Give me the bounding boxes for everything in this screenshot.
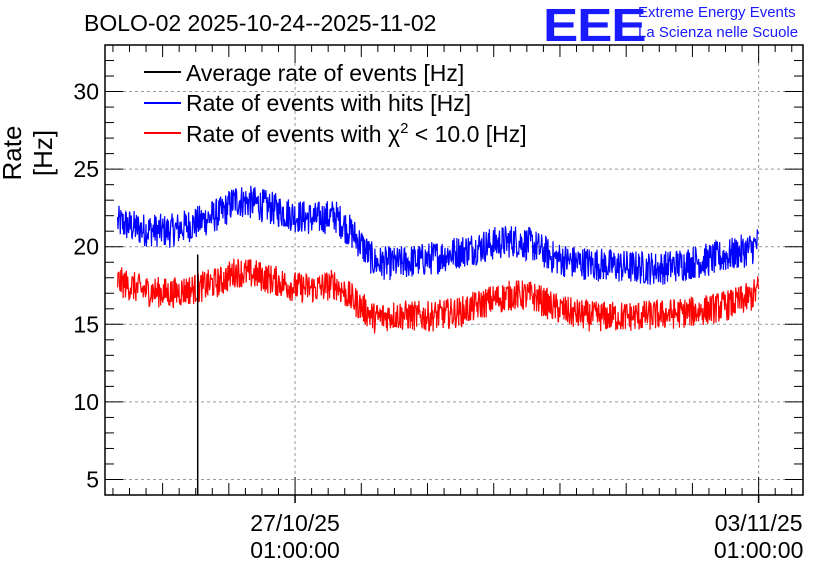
y-tick-label: 30 — [73, 79, 99, 105]
y-tick-label: 5 — [86, 466, 99, 492]
legend-chi2-sup: 2 — [400, 120, 408, 137]
legend: Average rate of events [Hz] Rate of even… — [144, 60, 527, 147]
series-line-hits — [117, 185, 760, 285]
logo-caption-line2: La Scienza nelle Scuole — [638, 24, 799, 41]
eee-logo: EEE — [543, 0, 647, 51]
legend-chi2-suffix: < 10.0 [Hz] — [408, 121, 526, 147]
x-tick-date: 27/10/25 — [250, 510, 340, 536]
chart-title: BOLO-02 2025-10-24--2025-11-02 — [84, 10, 437, 36]
y-tick-label: 20 — [73, 234, 99, 260]
series-layer — [117, 185, 760, 495]
legend-label-hits: Rate of events with hits [Hz] — [186, 90, 471, 116]
plot-frame — [104, 44, 804, 496]
y-tick-label: 10 — [73, 389, 99, 415]
tick-labels: 5101520253027/10/2501:00:0003/11/2501:00… — [73, 79, 803, 563]
x-tick-date: 03/11/25 — [715, 510, 803, 536]
legend-chi2-prefix: Rate of events with — [186, 121, 388, 147]
x-tick-time: 01:00:00 — [250, 537, 340, 563]
y-axis-label: Rate [Hz] — [0, 125, 58, 181]
y-tick-label: 15 — [73, 311, 99, 337]
y-tick-label: 25 — [73, 156, 99, 182]
legend-label-average: Average rate of events [Hz] — [186, 60, 464, 86]
logo-caption: Extreme Energy Events La Scienza nelle S… — [638, 3, 798, 43]
axes — [104, 44, 804, 503]
legend-label-chi2: Rate of events with χ2 < 10.0 [Hz] — [186, 120, 527, 147]
x-tick-time: 01:00:00 — [714, 537, 804, 563]
series-line-chi2 — [117, 258, 760, 334]
logo-caption-line1: Extreme Energy Events — [638, 4, 796, 21]
legend-chi2-symbol: χ — [388, 121, 400, 147]
